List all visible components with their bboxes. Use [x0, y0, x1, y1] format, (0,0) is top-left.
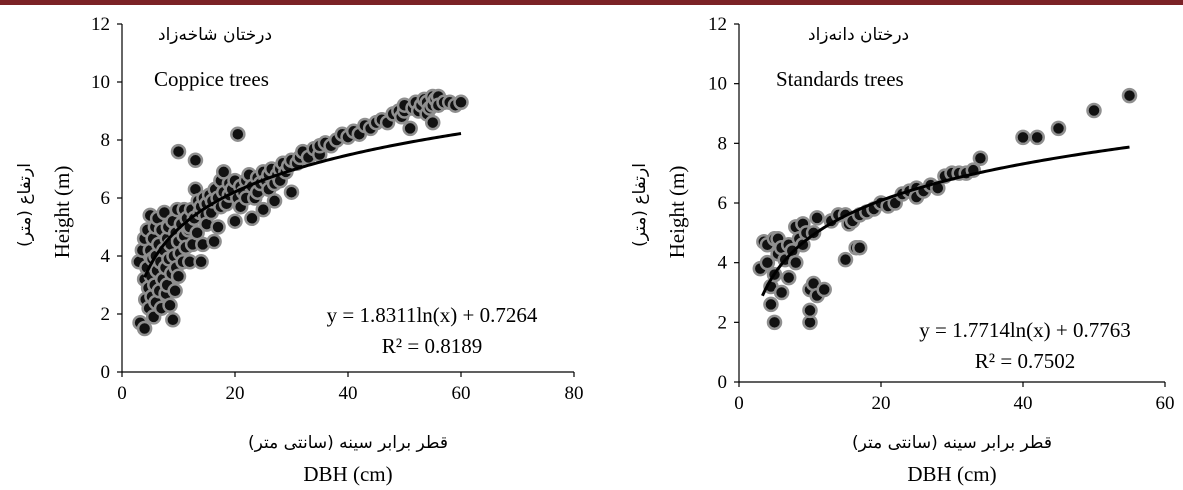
y-tick-label: 6	[718, 193, 728, 214]
x-tick-label: 20	[872, 393, 891, 414]
data-point	[1050, 120, 1067, 137]
y-tick-label: 12	[91, 14, 110, 35]
chart-label-en: Standards trees	[776, 67, 904, 91]
r-squared: R² = 0.7502	[975, 349, 1075, 373]
chart-label-en: Coppice trees	[154, 67, 269, 91]
x-tick-label: 20	[226, 383, 245, 404]
y-tick-label: 10	[91, 72, 110, 93]
data-point	[255, 201, 271, 218]
x-axis-title-en: DBH (cm)	[303, 462, 392, 486]
data-point	[266, 193, 283, 209]
data-point	[136, 320, 153, 337]
data-point	[972, 150, 989, 166]
data-point	[283, 184, 300, 200]
data-point	[227, 213, 243, 229]
y-tick-label: 10	[708, 74, 727, 95]
data-point	[206, 233, 222, 250]
y-tick-label: 0	[718, 372, 728, 393]
data-point	[165, 312, 181, 328]
trend-line	[761, 145, 1130, 297]
data-point	[1015, 129, 1031, 146]
x-axis-title-en: DBH (cm)	[907, 462, 996, 486]
y-tick-label: 4	[101, 246, 111, 267]
data-point	[210, 219, 226, 235]
data-point	[816, 281, 832, 298]
data-point	[788, 254, 804, 271]
trend-equation: y = 1.8311ln(x) + 0.7264	[327, 303, 538, 327]
data-point	[773, 284, 790, 301]
data-point	[230, 126, 246, 142]
y-tick-label: 8	[101, 130, 111, 151]
data-point	[802, 302, 818, 319]
y-axis-title-en: Height (m)	[50, 166, 74, 259]
data-point	[1121, 87, 1138, 104]
data-point	[425, 114, 441, 131]
chart-label-fa: درختان شاخه‌زاد	[158, 25, 272, 45]
data-point	[1086, 102, 1102, 119]
trend-line	[143, 132, 462, 278]
data-point	[453, 94, 469, 111]
data-point	[851, 240, 868, 256]
x-tick-label: 80	[565, 383, 584, 404]
data-point	[244, 210, 260, 227]
y-tick-label: 0	[101, 362, 111, 383]
x-tick-label: 60	[1156, 393, 1175, 414]
coppice-chart: 0 2 4 6 8 10 12 0 20 40 60 80 درختان شاخه‌زاد Coppice…	[15, 14, 584, 486]
data-point	[759, 254, 776, 271]
data-point	[193, 254, 209, 270]
y-tick-label: 12	[708, 14, 727, 35]
y-tick-label: 2	[101, 304, 111, 325]
chart-label-fa: درختان دانه‌زاد	[808, 25, 909, 45]
y-axis-title-fa: ارتفاع (متر)	[15, 163, 35, 247]
standards-chart: 0 2 4 6 8 10 12 0 20 40 60 درختان دانه‌زاد Standards…	[630, 14, 1175, 486]
data-point	[780, 269, 797, 286]
data-point	[766, 314, 783, 331]
y-axis-title-en: Height (m)	[665, 166, 689, 259]
data-point	[763, 296, 779, 313]
x-axis-title-fa: قطر برابر سینه (سانتی متر)	[248, 433, 448, 453]
data-point	[402, 120, 418, 137]
data-point	[837, 251, 854, 268]
data-point	[170, 143, 187, 160]
y-axis-title-fa: ارتفاع (متر)	[630, 163, 650, 247]
y-tick-label: 2	[718, 312, 728, 333]
r-squared: R² = 0.8189	[382, 334, 482, 358]
top-accent-bar	[0, 0, 1183, 5]
data-point	[167, 283, 183, 299]
y-tick-label: 6	[101, 188, 111, 209]
data-point	[1029, 129, 1045, 146]
y-tick-label: 4	[718, 253, 728, 274]
x-tick-label: 0	[734, 393, 744, 414]
data-point	[162, 297, 178, 314]
x-tick-label: 60	[452, 383, 471, 404]
y-tick-label: 8	[718, 133, 728, 154]
data-point	[170, 268, 187, 285]
x-tick-label: 0	[117, 383, 127, 404]
data-point	[809, 210, 825, 226]
data-point	[187, 152, 204, 169]
x-tick-label: 40	[1014, 393, 1033, 414]
trend-equation: y = 1.7714ln(x) + 0.7763	[919, 318, 1131, 342]
x-tick-label: 40	[339, 383, 358, 404]
x-axis-title-fa: قطر برابر سینه (سانتی متر)	[852, 433, 1052, 453]
